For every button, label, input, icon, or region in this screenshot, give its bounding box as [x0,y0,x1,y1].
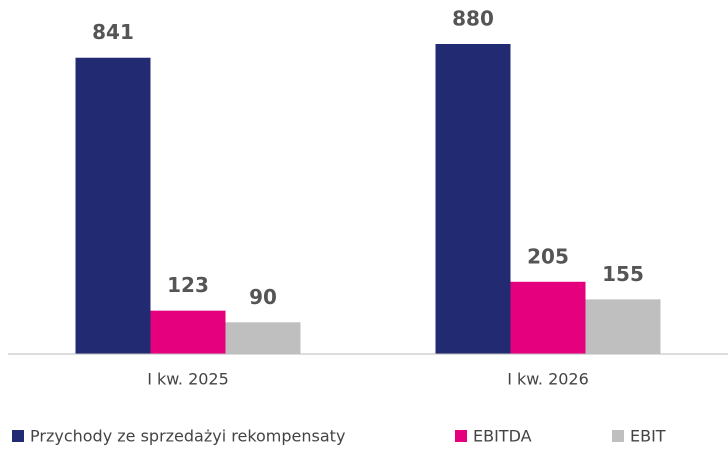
bar [585,299,661,354]
legend-swatch [12,430,24,442]
bar [435,44,511,354]
data-label: 205 [527,244,569,268]
legend-swatch [455,430,467,442]
bar [225,322,301,354]
data-label: 123 [167,273,209,297]
legend-swatch [612,430,624,442]
bar [510,281,586,354]
data-label: 841 [92,20,134,44]
legend-label: EBITDA [473,427,532,446]
x-tick-label: I kw. 2025 [147,370,229,389]
x-tick-label: I kw. 2026 [507,370,589,389]
data-label: 90 [249,285,277,309]
bar [150,310,226,354]
bar [75,57,151,354]
data-label: 880 [452,7,494,31]
legend-label: EBIT [630,427,666,446]
legend-label: Przychody ze sprzedażyi rekompensaty [30,427,345,446]
data-label: 155 [602,262,644,286]
